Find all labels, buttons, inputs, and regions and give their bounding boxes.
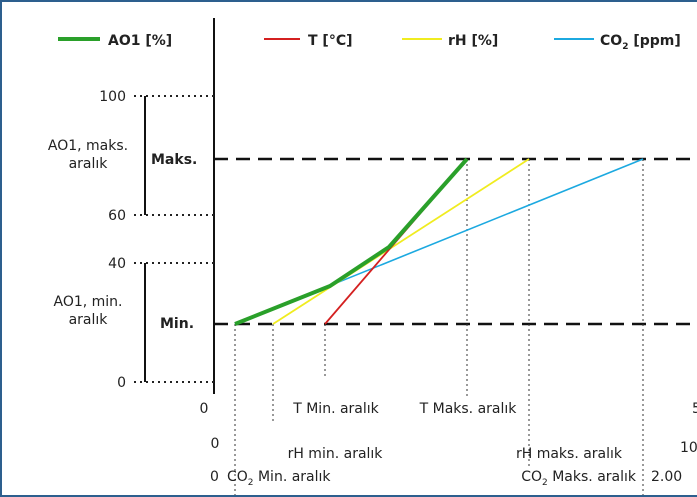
legend-label-ao1: AO1 [%]	[108, 33, 172, 49]
min-range-label-line1: AO1, min.	[53, 294, 122, 310]
min-range-label-line2: aralık	[69, 312, 109, 328]
y-tick-40: 40	[108, 256, 126, 272]
x-t-zero: 0	[200, 401, 209, 417]
x-t-max: T Maks. aralık	[419, 401, 518, 417]
legend: AO1 [%] T [°C] rH [%] CO2 [ppm]	[58, 33, 681, 52]
min-level-label: Min.	[160, 316, 194, 332]
x-rh-end: 10	[680, 440, 697, 456]
rh-line	[272, 158, 530, 325]
legend-label-co2: CO2 [ppm]	[600, 33, 681, 52]
x-rh-min: rH min. aralık	[288, 446, 384, 462]
ao1-line	[234, 157, 469, 326]
y-tick-100: 100	[99, 89, 126, 105]
x-drop-lines	[234, 159, 644, 495]
x-co2-max: CO2 Maks. aralık	[521, 469, 637, 488]
max-level-label: Maks.	[151, 152, 197, 168]
max-range-label-line1: AO1, maks.	[48, 138, 128, 154]
legend-label-t: T [°C]	[308, 33, 353, 49]
x-co2-zero: 0	[210, 469, 219, 485]
x-t-min: T Min. aralık	[292, 401, 379, 417]
y-tick-guides	[134, 95, 214, 383]
x-rh-max: rH maks. aralık	[516, 446, 623, 462]
x-rh-zero: 0	[211, 436, 220, 452]
max-range-label-line2: aralık	[69, 156, 109, 172]
x-co2-end: 2.00	[651, 469, 682, 485]
y-tick-0: 0	[117, 375, 126, 391]
x-co2-min: CO2 Min. aralık	[227, 469, 331, 488]
x-t-end: 5	[692, 401, 697, 417]
legend-label-rh: rH [%]	[448, 33, 498, 49]
y-tick-60: 60	[108, 208, 126, 224]
